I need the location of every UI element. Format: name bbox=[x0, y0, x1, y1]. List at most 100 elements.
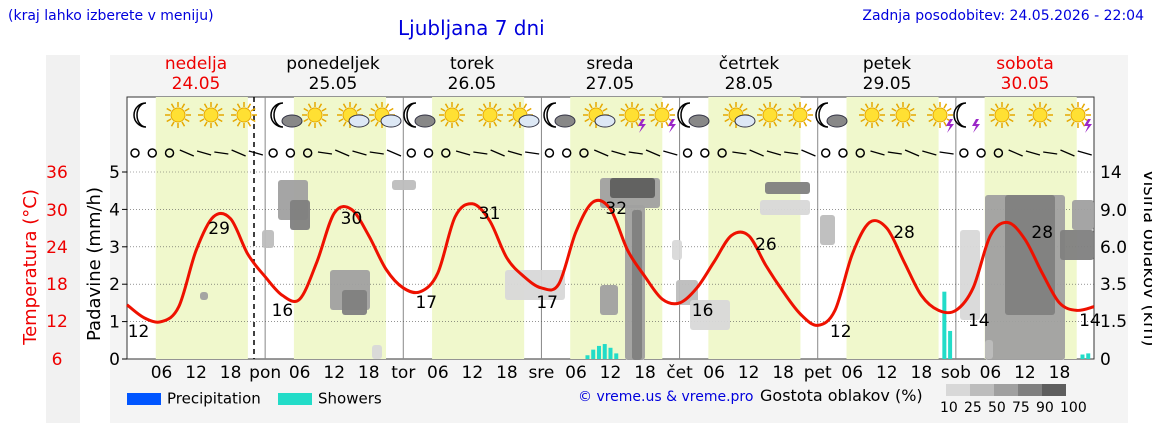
sun-icon bbox=[989, 102, 1015, 128]
x-tick-label: sob bbox=[941, 363, 971, 383]
temperature-line-group bbox=[126, 198, 1095, 327]
wind-barb-icon bbox=[1060, 149, 1075, 157]
cloud-height-tick-label: 6.0 bbox=[1100, 238, 1127, 258]
moon-icon bbox=[677, 102, 691, 128]
temp-tick-label: 30 bbox=[46, 201, 68, 221]
temp-tick-label: 6 bbox=[52, 350, 63, 370]
weather-icons bbox=[133, 102, 1092, 133]
cloud-scale-label: 50 bbox=[988, 400, 1006, 416]
x-tick-label: tor bbox=[391, 363, 415, 383]
day-name: petek bbox=[863, 54, 911, 74]
cloud-area bbox=[985, 340, 993, 359]
wind-barb-icon bbox=[214, 151, 229, 155]
day-date: 29.05 bbox=[863, 74, 912, 94]
temperature-label: 26 bbox=[755, 235, 777, 255]
cloud-area bbox=[676, 280, 698, 305]
shower-bar bbox=[585, 355, 590, 359]
day-date: 30.05 bbox=[1001, 74, 1050, 94]
shower-bar bbox=[614, 353, 619, 359]
wind-calm-icon bbox=[302, 148, 313, 158]
last-updated: Zadnja posodobitev: 24.05.2026 - 22:04 bbox=[862, 8, 1144, 24]
x-tick-label: 18 bbox=[911, 363, 933, 383]
x-tick-label: 12 bbox=[462, 363, 484, 383]
cloud-height-tick-label: 1.5 bbox=[1100, 312, 1127, 332]
sun-icon bbox=[787, 102, 813, 128]
shower-bar bbox=[948, 330, 953, 359]
precip-tick-label: 5 bbox=[109, 163, 120, 183]
cloud-scale-swatch bbox=[994, 384, 1018, 396]
legend-showers-label: Showers bbox=[318, 389, 382, 408]
cloud-area bbox=[262, 230, 274, 248]
wind-calm-icon bbox=[544, 148, 555, 158]
cloud-height-tick-label: 0 bbox=[1100, 350, 1111, 370]
cloud-density-scale: 10 25 50 75 90 100 bbox=[940, 384, 1087, 416]
legend-precipitation-label: Precipitation bbox=[167, 389, 261, 408]
wind-calm-icon bbox=[838, 148, 848, 158]
cloud-icon bbox=[518, 114, 540, 128]
day-name: nedelja bbox=[165, 54, 227, 74]
cloud-scale-label: 90 bbox=[1036, 400, 1054, 416]
precip-tick-label: 2 bbox=[109, 275, 120, 295]
wind-barb-icon bbox=[939, 151, 954, 155]
x-tick-label: 06 bbox=[427, 363, 449, 383]
cloud-area bbox=[342, 290, 367, 315]
region-menu-note[interactable]: (kraj lahko izberete v meniju) bbox=[8, 8, 214, 24]
sun-icon bbox=[859, 102, 885, 128]
cloud-area bbox=[372, 345, 382, 359]
shower-bars bbox=[585, 291, 1091, 359]
sun-icon bbox=[231, 102, 257, 128]
temperature-label: 12 bbox=[830, 322, 852, 342]
lightning-icon bbox=[946, 119, 954, 133]
cloud-icon bbox=[734, 114, 756, 128]
lightning-icon bbox=[1084, 119, 1092, 133]
cloud-icon bbox=[594, 114, 616, 128]
x-tick-label: 12 bbox=[323, 363, 345, 383]
temperature-label: 17 bbox=[536, 293, 558, 313]
copyright-link[interactable]: © vreme.us & vreme.pro bbox=[578, 389, 754, 405]
wind-calm-icon bbox=[130, 148, 140, 158]
moon-icon bbox=[270, 102, 284, 128]
cloud-icon bbox=[281, 114, 303, 128]
x-tick-label: 12 bbox=[600, 363, 622, 383]
temperature-label: 14 bbox=[968, 311, 990, 331]
x-tick-label: 06 bbox=[565, 363, 587, 383]
wind-barb-icon bbox=[922, 150, 937, 156]
wind-calm-icon bbox=[993, 148, 1004, 158]
wind-barb-icon bbox=[732, 151, 747, 155]
cloud-scale-label: 75 bbox=[1012, 400, 1030, 416]
wind-calm-icon bbox=[406, 148, 417, 158]
temp-tick-label: 36 bbox=[46, 163, 68, 183]
x-tick-label: 06 bbox=[289, 363, 311, 383]
cloud-scale-label: 100 bbox=[1060, 400, 1087, 416]
moon-icon bbox=[815, 102, 829, 128]
wind-calm-icon bbox=[285, 148, 296, 158]
wind-barb-icon bbox=[645, 149, 661, 157]
wind-barb-icon bbox=[1077, 150, 1092, 156]
wind-barb-icon bbox=[179, 149, 195, 157]
cloud-area bbox=[765, 182, 810, 194]
moon-icon bbox=[543, 102, 557, 128]
day-date: 28.05 bbox=[725, 74, 774, 94]
cloud-scale-swatch bbox=[970, 384, 994, 396]
day-name: četrtek bbox=[719, 54, 780, 74]
wind-calm-icon bbox=[561, 148, 572, 158]
precipitation-axis-title: Padavine (mm/h) bbox=[84, 187, 105, 341]
sun-icon bbox=[198, 102, 224, 128]
sun-icon bbox=[302, 102, 328, 128]
wind-barb-icon bbox=[749, 149, 764, 157]
wind-barb-icon bbox=[628, 151, 643, 155]
sun-icon bbox=[619, 102, 645, 128]
cloud-area bbox=[690, 300, 730, 330]
wind-barb-icon bbox=[1008, 149, 1023, 157]
temperature-label: 16 bbox=[272, 301, 294, 321]
temperature-axis-title: Temperatura (°C) bbox=[20, 189, 41, 346]
cloud-area bbox=[200, 292, 208, 300]
cloud-icon bbox=[380, 114, 402, 128]
x-tick-label: 06 bbox=[151, 363, 173, 383]
lightning-icon bbox=[972, 119, 980, 133]
cloud-density-title: Gostota oblakov (%) bbox=[760, 386, 923, 405]
lightning-icon bbox=[668, 119, 676, 133]
lightning-icon bbox=[638, 119, 646, 133]
daylight-band bbox=[432, 97, 525, 359]
